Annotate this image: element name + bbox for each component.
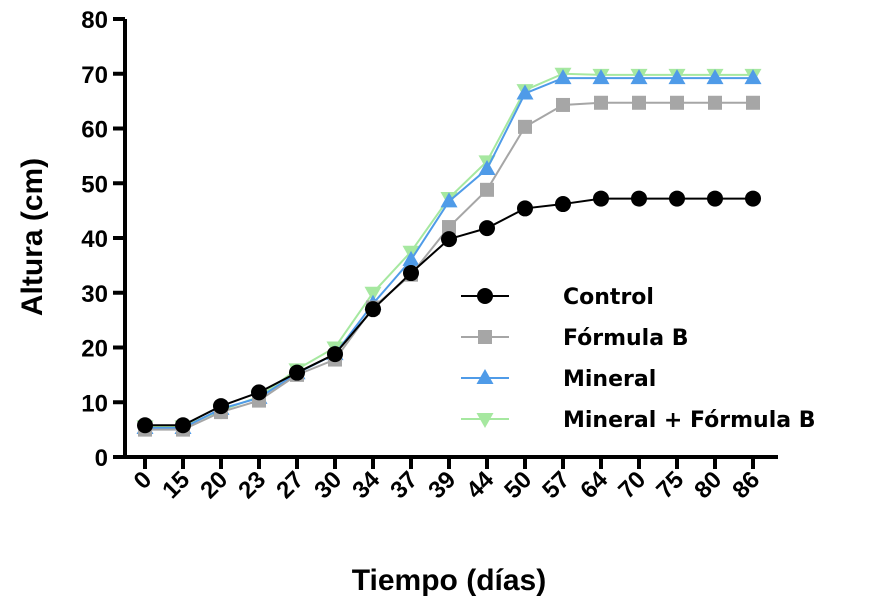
x-tick-label: 20 — [195, 466, 233, 504]
data-point — [289, 364, 305, 381]
data-point — [594, 95, 608, 110]
x-tick-label: 37 — [385, 466, 423, 504]
data-point — [517, 200, 533, 217]
series-line — [145, 101, 753, 431]
y-tick-label: 30 — [81, 281, 108, 308]
data-point — [631, 190, 647, 207]
x-tick-label: 50 — [499, 466, 537, 504]
data-point — [707, 190, 723, 207]
data-point — [516, 84, 534, 100]
data-point — [327, 346, 343, 363]
legend-marker — [476, 369, 494, 384]
x-tick-label: 30 — [309, 466, 347, 504]
series-layer — [136, 67, 762, 437]
data-point — [403, 265, 419, 282]
x-tick-label: 86 — [727, 466, 765, 504]
data-point — [480, 182, 494, 197]
x-tick-label: 39 — [423, 466, 461, 504]
legend: Control Fórmula B Mineral Mineral + Fórmula… — [461, 285, 816, 433]
series-0 — [137, 190, 761, 434]
legend-label: Mineral — [563, 367, 656, 392]
data-point — [442, 220, 456, 235]
data-point — [441, 231, 457, 248]
data-point — [478, 160, 496, 176]
y-tick-label: 10 — [81, 390, 108, 417]
data-point — [213, 398, 229, 415]
series-1 — [138, 95, 760, 437]
data-point — [555, 196, 571, 213]
data-point — [630, 69, 648, 85]
data-point — [746, 95, 760, 110]
data-point — [708, 95, 722, 110]
legend-label: Fórmula B — [563, 326, 689, 351]
x-tick-label: 64 — [575, 466, 613, 504]
data-point — [479, 220, 495, 237]
data-point — [593, 190, 609, 207]
x-tick-label: 70 — [613, 466, 651, 504]
data-point — [744, 69, 762, 85]
x-tick-label: 15 — [157, 466, 195, 504]
x-tick-label: 57 — [537, 466, 575, 504]
y-tick-label: 70 — [81, 62, 108, 89]
y-tick-label: 40 — [81, 226, 108, 253]
data-point — [137, 417, 153, 434]
series-line — [145, 72, 753, 428]
data-point — [518, 119, 532, 134]
y-tick-label: 80 — [81, 7, 108, 34]
x-tick-label: 23 — [233, 466, 271, 504]
legend-item: Mineral — [461, 367, 656, 392]
series-2 — [136, 69, 762, 434]
data-point — [251, 384, 267, 401]
x-tick-label: 27 — [271, 466, 309, 504]
data-point — [670, 95, 684, 110]
data-point — [706, 69, 724, 85]
data-point — [440, 192, 458, 208]
y-tick-label: 50 — [81, 171, 108, 198]
legend-item: Fórmula B — [461, 326, 689, 351]
x-tick-label: 0 — [129, 466, 158, 495]
legend-marker — [476, 413, 494, 428]
data-point — [745, 190, 761, 207]
data-point — [669, 190, 685, 207]
data-point — [592, 69, 610, 85]
x-tick-label: 80 — [689, 466, 727, 504]
legend-item: Control — [461, 285, 654, 310]
series-3 — [136, 67, 762, 436]
x-tick-label: 34 — [347, 466, 385, 504]
y-tick-label: 20 — [81, 336, 108, 363]
data-point — [402, 250, 420, 266]
legend-label: Control — [563, 285, 654, 310]
data-point — [556, 97, 570, 112]
legend-marker — [478, 330, 492, 344]
legend-item: Mineral + Fórmula B — [461, 408, 816, 433]
y-tick-label: 0 — [95, 445, 108, 472]
x-tick-label: 75 — [651, 466, 689, 504]
legend-marker — [477, 288, 493, 304]
data-point — [554, 69, 572, 85]
x-axis-title: Tiempo (días) — [352, 564, 546, 597]
series-line — [145, 77, 753, 429]
y-tick-label: 60 — [81, 117, 108, 144]
data-point — [364, 286, 382, 302]
data-point — [175, 417, 191, 434]
x-tick-label: 44 — [461, 466, 499, 504]
y-axis-title: Altura (cm) — [16, 158, 49, 316]
data-point — [365, 301, 381, 318]
legend-label: Mineral + Fórmula B — [563, 408, 816, 433]
data-point — [632, 95, 646, 110]
data-point — [668, 69, 686, 85]
